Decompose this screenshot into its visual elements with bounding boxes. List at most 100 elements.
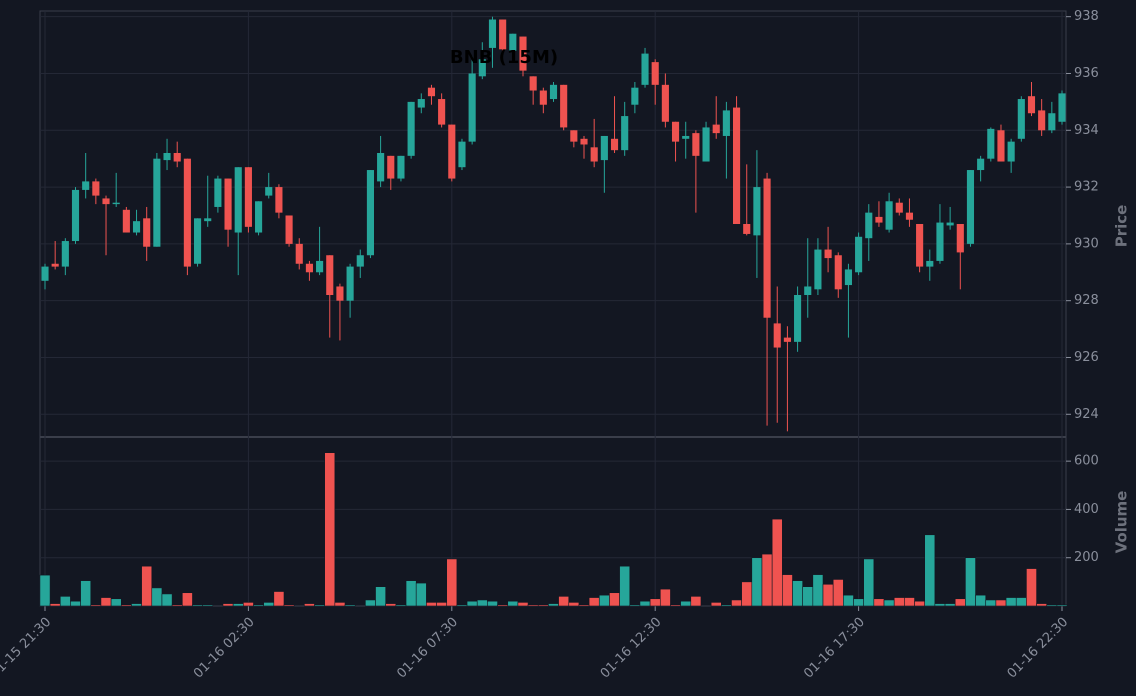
x-tick-label: 01-16 02:30 xyxy=(191,615,258,682)
volume-bar xyxy=(863,558,875,607)
volume-bar xyxy=(995,599,1007,607)
volume-bar xyxy=(954,598,966,607)
volume-bar xyxy=(792,580,803,607)
volume-bar xyxy=(822,583,834,607)
candle-body xyxy=(295,243,303,264)
volume-bar xyxy=(456,604,468,607)
y-tick-label: 928 xyxy=(1074,293,1099,308)
candle-body xyxy=(834,255,842,290)
candle-body xyxy=(71,189,80,242)
volume-bar xyxy=(965,557,976,607)
candle-body xyxy=(956,224,964,253)
volume-bar xyxy=(151,587,163,607)
candle-body xyxy=(1007,141,1015,162)
candle-body xyxy=(987,128,995,159)
y-tick-label: 926 xyxy=(1074,350,1099,365)
candle-body xyxy=(610,138,619,151)
volume-bar xyxy=(843,594,854,607)
candle-body xyxy=(905,212,914,220)
volume-bar xyxy=(639,600,651,607)
candle-body xyxy=(722,110,730,136)
volume-bar xyxy=(304,603,315,607)
candle-body xyxy=(977,158,985,171)
candle-body xyxy=(804,286,812,295)
volume-bar xyxy=(314,604,325,607)
volume-bar xyxy=(171,604,183,607)
volume-bar xyxy=(324,452,336,607)
volume-bar xyxy=(436,602,448,607)
candle-body xyxy=(1058,93,1066,122)
candle-body xyxy=(82,181,90,190)
candle-body xyxy=(682,135,690,139)
candle-body xyxy=(488,19,497,48)
volume-bar xyxy=(141,565,153,607)
candle-body xyxy=(997,130,1005,162)
volume-bar xyxy=(659,588,671,607)
volume-bar xyxy=(466,600,478,607)
volume-bar xyxy=(985,599,997,607)
candle-body xyxy=(885,201,893,230)
volume-bar xyxy=(853,598,864,607)
volume-bar xyxy=(802,586,814,607)
candle-body xyxy=(590,147,598,162)
volume-bar xyxy=(273,591,285,607)
candle-body xyxy=(204,218,212,222)
candle-body xyxy=(143,218,151,247)
volume-bar xyxy=(1046,604,1058,607)
volume-bar xyxy=(914,600,926,607)
volume-bar xyxy=(405,580,417,607)
volume-bar xyxy=(761,553,773,607)
volume-bar xyxy=(385,603,397,607)
volume-bar xyxy=(710,602,722,607)
candle-body xyxy=(794,295,802,342)
candle-body xyxy=(621,116,629,151)
candle-body xyxy=(41,266,49,281)
volume-bar xyxy=(181,592,193,607)
volume-bar xyxy=(517,602,529,607)
candle-body xyxy=(814,249,822,290)
y-tick-label: 936 xyxy=(1074,66,1099,81)
volume-bar xyxy=(365,599,376,607)
candle-body xyxy=(855,236,863,273)
candle-body xyxy=(305,263,313,273)
volume-bar xyxy=(924,534,936,607)
volume-bar xyxy=(934,603,946,607)
y-tick-label: 938 xyxy=(1074,9,1099,24)
x-tick-label: 01-16 07:30 xyxy=(394,615,461,682)
volume-bar xyxy=(222,603,234,607)
candle-body xyxy=(255,201,263,233)
candle-body xyxy=(529,76,537,91)
y-tick-label: 600 xyxy=(1074,454,1099,469)
volume-bar xyxy=(202,604,214,607)
volume-bar xyxy=(527,604,539,607)
candle-body xyxy=(183,158,191,267)
volume-bar xyxy=(243,602,254,607)
candle-body xyxy=(895,202,903,213)
candle-body xyxy=(946,222,954,226)
candle-body xyxy=(397,155,405,179)
candle-body xyxy=(61,241,69,267)
candle-body xyxy=(346,266,354,301)
candle-body xyxy=(265,187,273,196)
volume-bar xyxy=(476,599,488,607)
candle-body xyxy=(193,218,202,264)
x-tick-label: 01-15 21:30 xyxy=(0,615,54,682)
candle-body xyxy=(366,170,374,256)
candle-body xyxy=(448,124,456,179)
candle-body xyxy=(661,84,669,122)
candle-body xyxy=(926,260,934,267)
candle-body xyxy=(783,337,791,342)
volume-bar xyxy=(883,599,895,607)
candle-body xyxy=(875,216,883,223)
volume-bar xyxy=(548,603,559,607)
y-tick-label: 200 xyxy=(1074,550,1099,565)
volume-bar xyxy=(741,581,753,607)
candle-body xyxy=(214,178,222,207)
y-axis-label: Price xyxy=(1113,205,1131,248)
candle-body xyxy=(671,121,680,142)
volume-bar xyxy=(975,594,987,607)
candle-body xyxy=(458,141,466,168)
candle-body xyxy=(824,249,832,259)
candle-body xyxy=(438,99,446,125)
